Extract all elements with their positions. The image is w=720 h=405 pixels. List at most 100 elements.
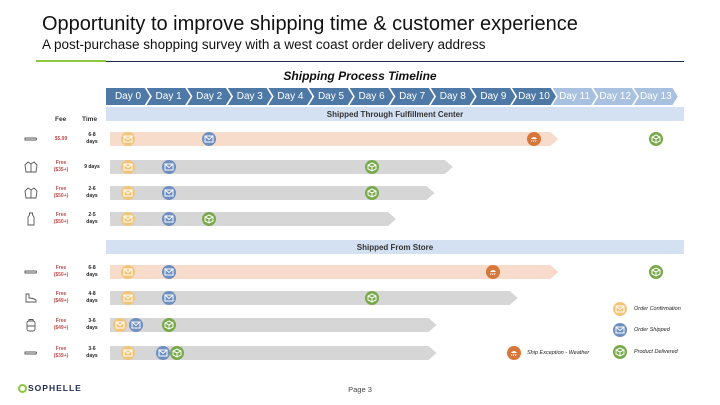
row-time-line: days [86,298,98,304]
row-time: 2-5 days [80,212,104,226]
row-time-line: 2-5 [88,212,96,218]
row-time: 3-6 days [80,318,104,332]
product-delivered-icon [364,160,379,174]
row-fee: $5.99 [48,136,74,143]
day-header-12: Day 12 [593,88,638,105]
row-time-line: 9 days [84,163,100,170]
order-shipped-icon [155,346,170,360]
order-confirmation-icon [112,318,127,332]
row-fee: Free ($35+) [48,160,74,174]
legend-shipped-label: Order Shipped [634,327,670,333]
legend-exception-label: Ship Exception - Weather [527,350,590,356]
row-time-line: 2-6 [88,186,96,192]
row-fee-line: ($35+) [53,167,69,173]
order-shipped-icon [202,132,217,146]
row-fee-line: Free [55,186,67,192]
logo-mark-icon [18,383,27,393]
product-delivered-icon [648,265,663,279]
row-time: 6-8 days [80,265,104,279]
backpack-icon [24,318,38,332]
day-header-2: Day 2 [187,88,232,105]
order-confirmation-icon [121,265,135,279]
ship-exception-icon [486,265,501,279]
row-time: 6-8 days [80,132,104,146]
day-header-4: Day 4 [268,88,313,105]
order-confirmation-icon [121,186,135,200]
timeline-bar [110,291,518,305]
row-time: 9 days [80,164,104,171]
row-time-line: days [86,193,98,199]
logo-text: SOPHELLE [28,383,82,393]
row-time-line: 6-8 [88,265,96,271]
row-fee-line: Free [55,212,67,218]
boot-insole-icon [24,265,38,279]
time-column-header: Time [82,116,98,123]
order-confirmation-icon [121,160,135,174]
order-confirmation-icon [121,212,135,226]
product-delivered-icon [169,346,184,360]
boot-insole-icon [24,132,38,146]
legend-confirmation-label: Order Confirmation [634,306,681,312]
legend-shipped-icon [613,323,627,337]
row-fee-line: ($39+) [53,353,69,359]
order-shipped-icon [161,212,176,226]
row-time-line: days [86,353,98,359]
row-time-line: 3-6 [88,346,96,352]
timeline-title: Shipping Process Timeline [283,69,437,83]
row-fee: Free ($39+) [48,346,74,360]
order-shipped-icon [161,160,176,174]
section-from-store: Shipped From Store [106,240,684,254]
row-time-line: days [86,325,98,331]
fee-column-header: Fee [55,116,67,123]
day-header-0: Day 0 [106,88,150,105]
day-header-13: Day 13 [633,88,678,105]
day-header-7: Day 7 [390,88,435,105]
day-header-3: Day 3 [227,88,272,105]
timeline-bar [110,346,437,360]
timeline-bar [110,212,396,226]
row-time-line: 6-8 [88,132,96,138]
timeline-bar [110,132,558,146]
slide-title: Opportunity to improve shipping time & c… [42,13,578,35]
section-fulfillment-center: Shipped Through Fulfillment Center [106,107,684,121]
shoe-icon [24,291,38,305]
day-header-8: Day 8 [430,88,475,105]
product-delivered-icon [161,318,176,332]
row-time-line: 3-6 [88,318,96,324]
bottle-icon [24,212,38,226]
ship-exception-icon [527,132,541,146]
row-fee: Free ($50+) [48,186,74,200]
day-header-5: Day 5 [309,88,353,105]
slide-subtitle: A post-purchase shopping survey with a w… [42,37,486,52]
jacket-icon [24,186,38,200]
order-shipped-icon [161,291,176,305]
order-shipped-icon [161,186,176,200]
timeline-bar [110,265,558,279]
day-header-9: Day 9 [471,88,516,105]
row-time: 3-6 days [80,346,104,360]
row-time-line: 4-8 [88,291,96,297]
row-fee-line: Free [55,318,67,324]
row-fee-line: ($49+) [53,325,69,331]
row-fee-line: Free [55,160,67,166]
day-header-11: Day 11 [552,88,597,105]
order-confirmation-icon [121,291,135,305]
row-time-line: days [86,219,98,225]
row-fee-line: ($50+) [53,193,69,199]
day-header-10: Day 10 [512,88,556,105]
row-time-line: days [86,139,98,145]
page-number: Page 3 [348,385,372,394]
row-fee: Free ($50+) [48,212,74,226]
legend-confirmation-icon [613,302,627,316]
order-confirmation-icon [121,132,135,146]
legend-delivered-label: Product Delivered [634,349,678,355]
row-fee-line: ($50+) [53,272,69,278]
day-header-1: Day 1 [146,88,191,105]
legend-delivered-icon [613,345,627,359]
timeline-bar [110,186,435,200]
row-fee: Free ($50+) [48,265,74,279]
row-fee-line: Free [55,291,67,297]
day-header-6: Day 6 [349,88,394,105]
row-time-line: days [86,272,98,278]
order-shipped-icon [161,265,176,279]
